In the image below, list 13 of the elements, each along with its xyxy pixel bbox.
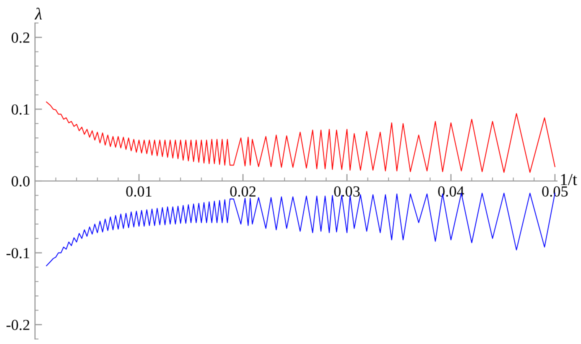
x-tick-label: 0.04 [438, 186, 464, 197]
y-tick-label: -0.2 [6, 320, 30, 330]
y-tick-label: -0.1 [6, 248, 30, 258]
y-axis-title: λ [34, 8, 42, 20]
y-tick-label: 0.0 [12, 176, 30, 187]
x-tick-label: 0.02 [230, 186, 256, 197]
y-tick-label: 0.1 [12, 104, 30, 115]
x-tick-label: 0.03 [334, 186, 360, 197]
y-tick-label: 0.2 [12, 32, 30, 43]
x-tick-label: 0.01 [126, 186, 152, 197]
x-axis-title: 1/t [561, 174, 578, 186]
x-tick-label: 0.05 [542, 186, 568, 197]
line-series [46, 102, 556, 173]
